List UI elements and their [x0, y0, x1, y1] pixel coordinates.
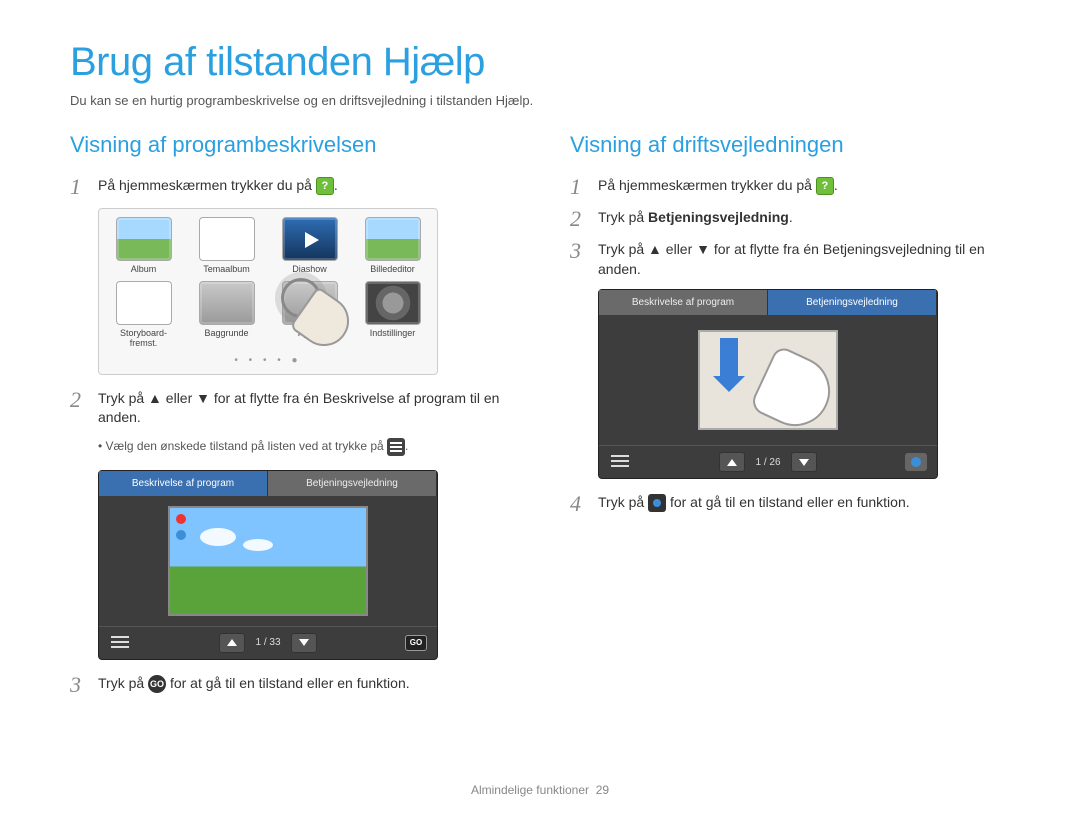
app-temaalbum[interactable]: Temaalbum — [190, 217, 263, 275]
step-number: 1 — [570, 176, 588, 198]
step-number: 2 — [70, 389, 88, 411]
app-indstillinger[interactable]: Indstillinger — [356, 281, 429, 349]
step-number: 3 — [570, 240, 588, 262]
up-button[interactable] — [219, 633, 245, 653]
page-footer: Almindelige funktioner 29 — [0, 783, 1080, 797]
page-counter: 1 / 33 — [255, 637, 280, 648]
left-bullet-text: Vælg den ønskede tilstand på listen ved … — [106, 439, 384, 453]
right-step4b-text: for at gå til en tilstand eller en funkt… — [670, 494, 910, 510]
column-operating-guide: Visning af driftsvejledningen 1 På hjemm… — [570, 132, 1010, 706]
go-icon: GO — [148, 675, 166, 693]
step-number: 4 — [570, 493, 588, 515]
footer-menu-icon[interactable] — [609, 454, 631, 470]
help-icon — [816, 177, 834, 195]
footer-menu-icon[interactable] — [109, 635, 131, 651]
camera-mode-icon[interactable] — [905, 453, 927, 471]
app-billededitor[interactable]: Billededitor — [356, 217, 429, 275]
page-indicator-dots: • • • • ● — [107, 355, 429, 366]
app-album[interactable]: Album — [107, 217, 180, 275]
hand-icon — [748, 345, 841, 438]
page-title: Brug af tilstanden Hjælp — [70, 40, 1010, 85]
help-icon — [316, 177, 334, 195]
down-button[interactable] — [791, 452, 817, 472]
gesture-illustration — [698, 330, 838, 430]
right-step3-text: Tryk på ▲ eller ▼ for at flytte fra én B… — [598, 240, 1010, 279]
operating-guide-shot: Beskrivelse af program Betjeningsvejledn… — [598, 289, 938, 479]
page-intro: Du kan se en hurtig programbeskrivelse o… — [70, 93, 1010, 108]
app-diashow[interactable]: Diashow — [273, 217, 346, 275]
column-program-description: Visning af programbeskrivelsen 1 På hjem… — [70, 132, 510, 706]
home-screen-shot: Album Temaalbum Diashow Billededitor Sto… — [98, 208, 438, 375]
app-storyboard[interactable]: Storyboard-fremst. — [107, 281, 180, 349]
down-arrow-icon — [720, 338, 738, 378]
down-button[interactable] — [291, 633, 317, 653]
right-step2a-text: Tryk på — [598, 209, 648, 225]
left-step1-text: På hjemmeskærmen trykker du på — [98, 177, 312, 193]
left-step3a-text: Tryk på — [98, 675, 144, 691]
preview-photo — [168, 506, 368, 616]
tab-betjening[interactable]: Betjeningsvejledning — [768, 290, 937, 315]
step-number: 3 — [70, 674, 88, 696]
tab-betjening[interactable]: Betjeningsvejledning — [268, 471, 437, 496]
go-button[interactable]: GO — [405, 635, 427, 651]
right-step4a-text: Tryk på — [598, 494, 644, 510]
left-step3b-text: for at gå til en tilstand eller en funkt… — [170, 675, 410, 691]
step-number: 1 — [70, 176, 88, 198]
menu-icon — [387, 438, 405, 456]
left-heading: Visning af programbeskrivelsen — [70, 132, 510, 158]
page-counter: 1 / 26 — [755, 457, 780, 468]
program-description-shot: Beskrivelse af program Betjeningsvejledn… — [98, 470, 438, 660]
tab-beskrivelse[interactable]: Beskrivelse af program — [599, 290, 768, 315]
app-baggrunde[interactable]: Baggrunde — [190, 281, 263, 349]
left-step2-text: Tryk på ▲ eller ▼ for at flytte fra én B… — [98, 389, 510, 428]
right-step2b-bold: Betjeningsvejledning — [648, 209, 789, 225]
up-button[interactable] — [719, 452, 745, 472]
right-step1-text: På hjemmeskærmen trykker du på — [598, 177, 812, 193]
touch-gesture-icon — [277, 274, 347, 344]
step-number: 2 — [570, 208, 588, 230]
right-heading: Visning af driftsvejledningen — [570, 132, 1010, 158]
camera-icon — [648, 494, 666, 512]
tab-beskrivelse[interactable]: Beskrivelse af program — [99, 471, 268, 496]
